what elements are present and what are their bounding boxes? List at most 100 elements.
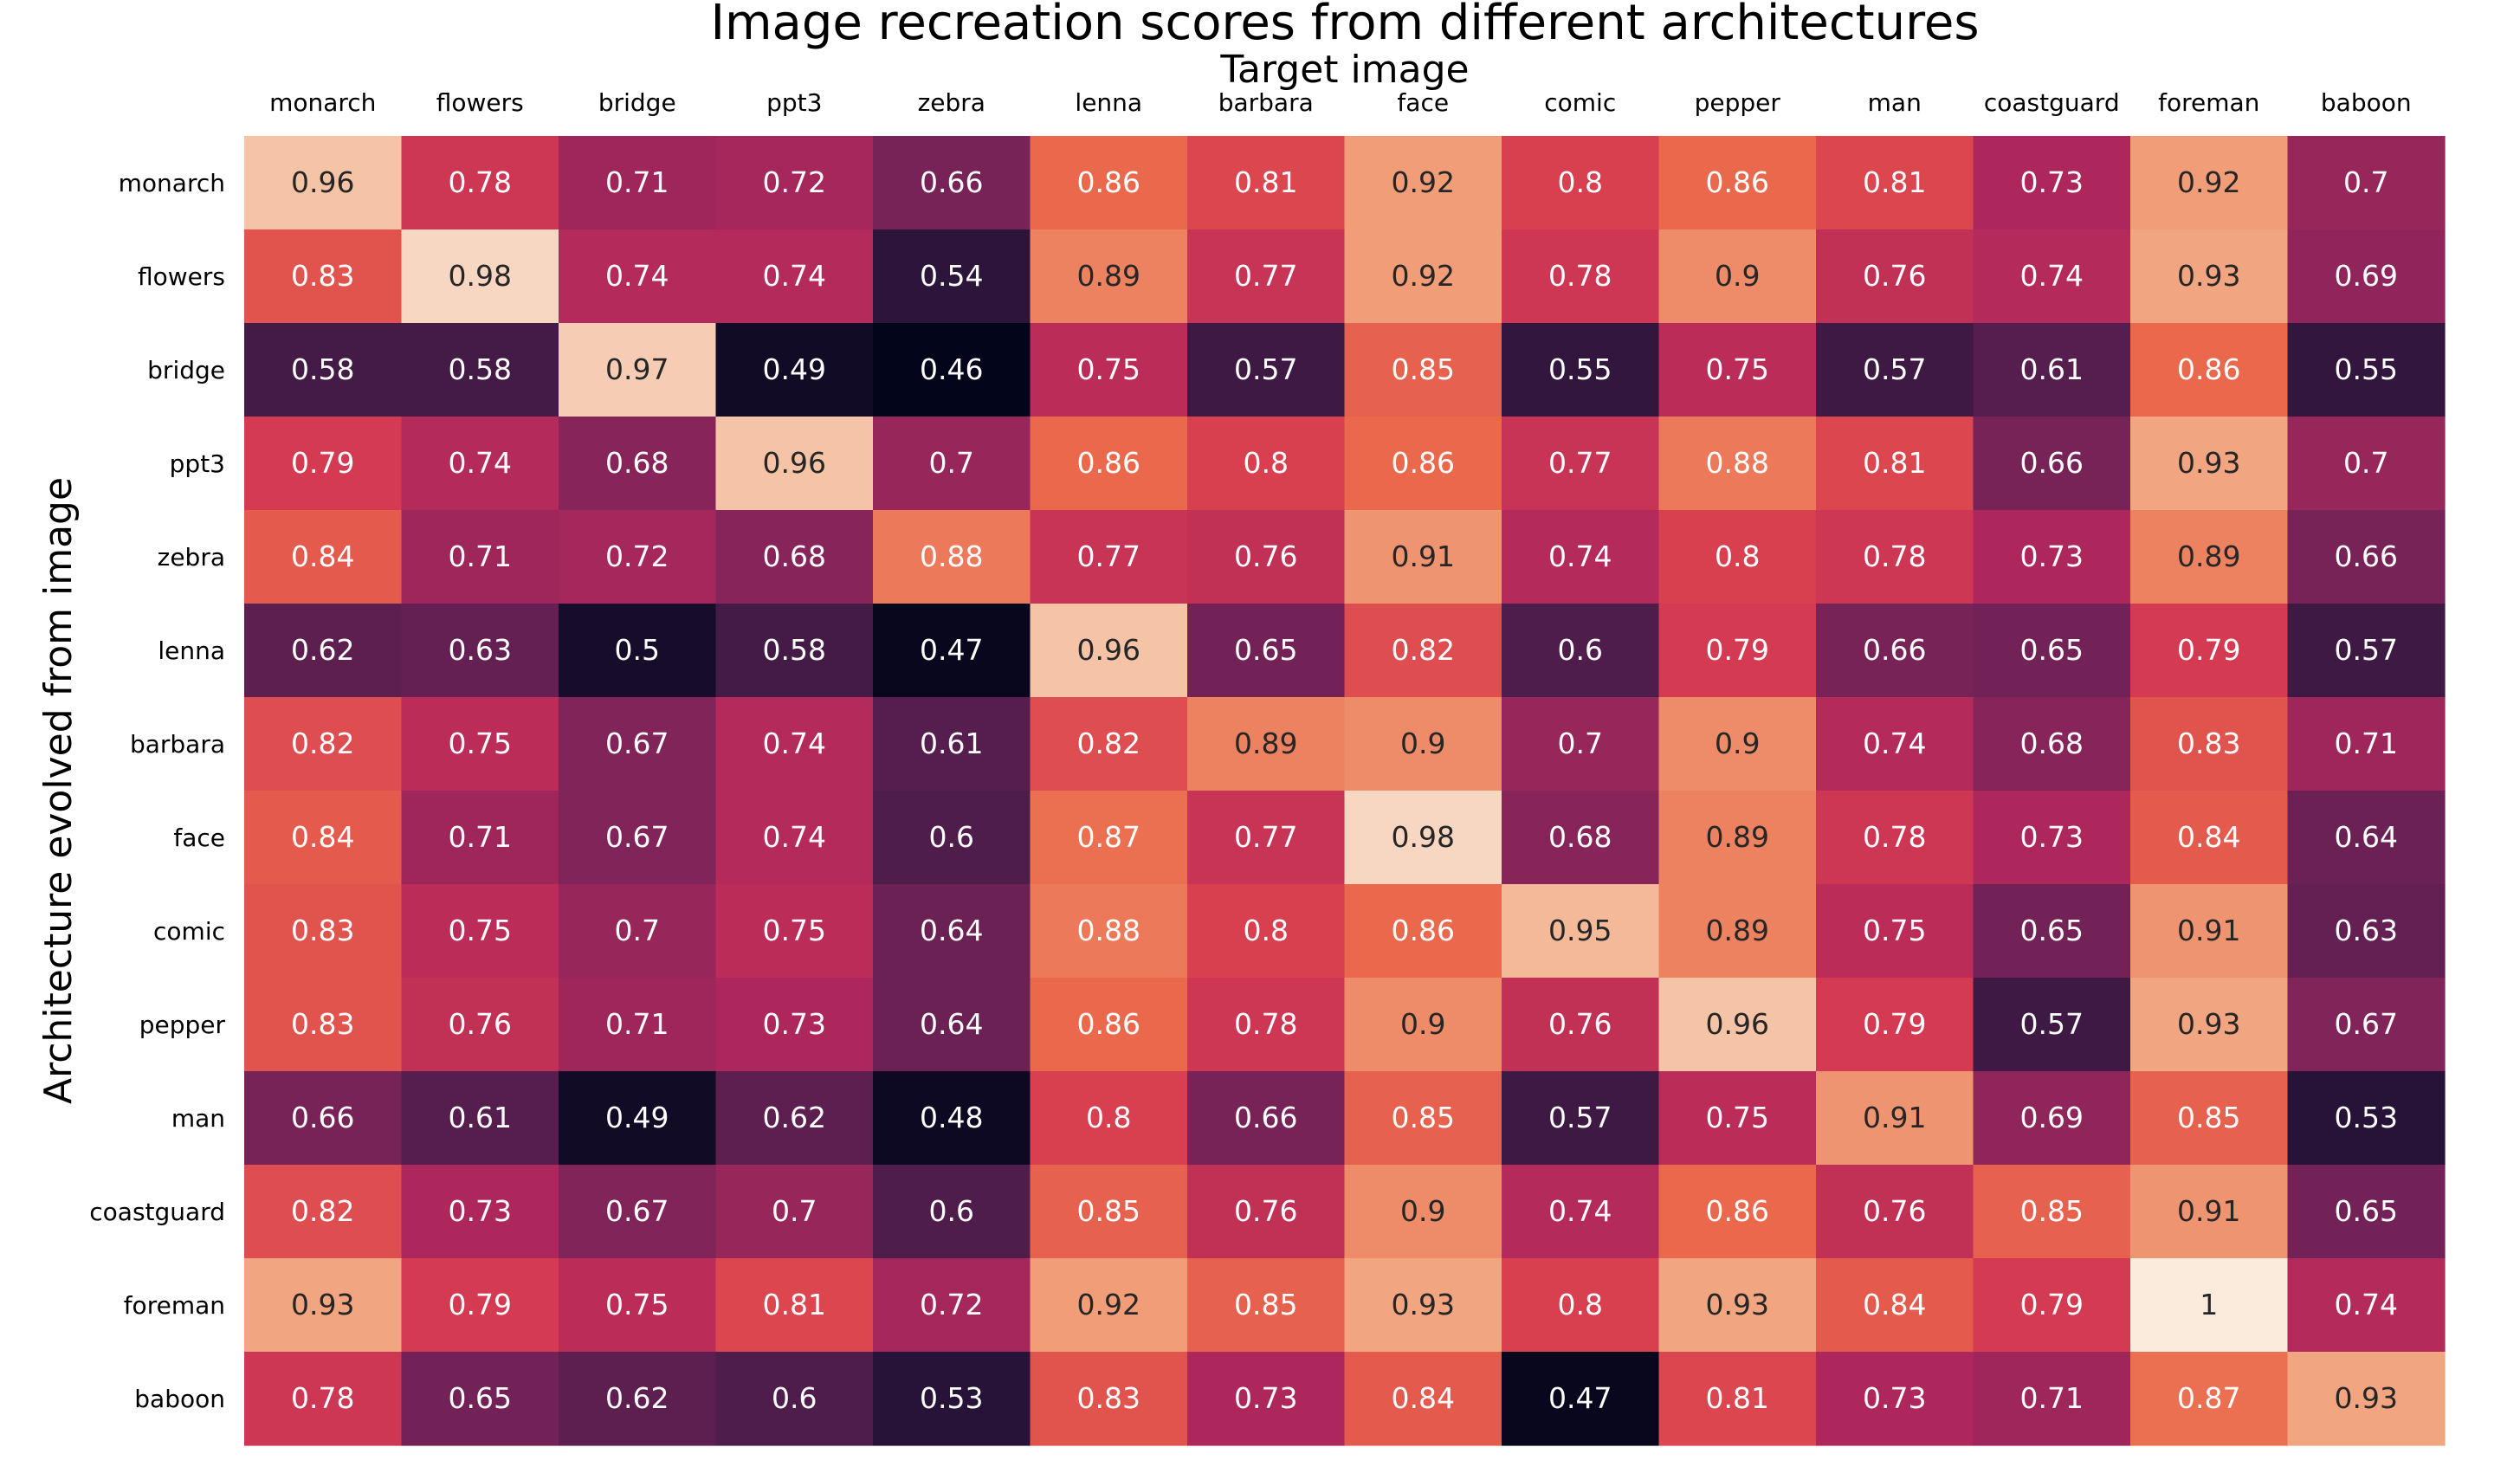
cell-value-label: 0.89 [1077, 259, 1140, 293]
heatmap-cell [1187, 884, 1346, 979]
heatmap-cell [2287, 1165, 2446, 1259]
heatmap-cell [559, 697, 717, 791]
cell-value-label: 0.8 [1244, 914, 1289, 947]
cell-value-label: 0.71 [605, 165, 669, 199]
cell-value-label: 0.78 [1863, 539, 1926, 573]
heatmap-cell [559, 417, 717, 511]
heatmap-cell [1344, 417, 1502, 511]
cell-value-label: 0.79 [1706, 633, 1769, 667]
cell-value-label: 0.77 [1077, 539, 1140, 573]
heatmap-cell [1973, 791, 2131, 885]
cell-value-label: 0.83 [2177, 727, 2240, 760]
heatmap-cell [715, 417, 874, 511]
heatmap-cell [2287, 229, 2446, 324]
heatmap-cell [1816, 229, 1974, 324]
y-tick-label: monarch [119, 169, 225, 197]
cell-value-label: 0.91 [2177, 914, 2240, 947]
cell-value-label: 0.71 [2335, 727, 2398, 760]
heatmap-cell [1344, 697, 1502, 791]
cell-value-label: 0.6 [929, 820, 974, 854]
x-tick-label: lenna [1075, 88, 1142, 117]
heatmap-cell [873, 1258, 1031, 1353]
heatmap-cell [559, 510, 717, 604]
cell-value-label: 0.55 [2335, 352, 2398, 386]
cell-value-label: 0.96 [1706, 1007, 1769, 1041]
cell-value-label: 0.93 [2177, 259, 2240, 293]
cell-value-label: 0.62 [605, 1381, 669, 1415]
heatmap-cell [1658, 791, 1817, 885]
x-axis-label: Target image [1219, 48, 1469, 92]
y-tick-label: flowers [138, 262, 225, 291]
cell-value-label: 0.47 [920, 633, 983, 667]
heatmap-cell [401, 323, 559, 417]
cell-value-label: 0.74 [763, 727, 826, 760]
cell-value-label: 0.86 [1392, 914, 1455, 947]
cell-value-label: 0.96 [1077, 633, 1140, 667]
y-tick-label: foreman [124, 1291, 225, 1320]
heatmap-cell [1816, 1352, 1974, 1446]
heatmap-cell [873, 1165, 1031, 1259]
cell-value-label: 0.48 [920, 1101, 983, 1134]
cell-value-label: 0.73 [1234, 1381, 1297, 1415]
heatmap-cell [401, 1071, 559, 1166]
heatmap-cell [1502, 136, 1660, 230]
y-tick-label: lenna [158, 636, 225, 665]
cell-value-label: 0.63 [2335, 914, 2398, 947]
heatmap-cell [401, 229, 559, 324]
heatmap-cell [401, 978, 559, 1072]
heatmap-cell [1030, 1352, 1188, 1446]
cell-value-label: 0.78 [291, 1381, 354, 1415]
cell-value-label: 0.79 [291, 446, 354, 480]
heatmap-cell [1030, 1258, 1188, 1353]
heatmap-cell [873, 884, 1031, 979]
cell-value-label: 0.68 [2020, 727, 2084, 760]
heatmap-cell [1344, 229, 1502, 324]
heatmap-cell [1344, 791, 1502, 885]
cell-value-label: 0.75 [1706, 1101, 1769, 1134]
cell-value-label: 0.77 [1234, 820, 1297, 854]
heatmap-cell [559, 136, 717, 230]
heatmap-cell [715, 510, 874, 604]
heatmap-cell [244, 323, 403, 417]
cell-value-label: 0.86 [1077, 1007, 1140, 1041]
heatmap-cell [715, 697, 874, 791]
heatmap-cell [1502, 510, 1660, 604]
cell-value-label: 0.92 [1392, 165, 1455, 199]
cell-value-label: 0.66 [2335, 539, 2398, 573]
heatmap-cell [244, 1352, 403, 1446]
heatmap-cell [1030, 1071, 1188, 1166]
heatmap-cell [1344, 510, 1502, 604]
x-tick-label: man [1868, 88, 1922, 117]
heatmap-cell [715, 978, 874, 1072]
heatmap-cell [1030, 978, 1188, 1072]
cell-value-label: 0.75 [1706, 352, 1769, 386]
heatmap-cells: 0.96 0.78 0.71 0.72 0.66 0.86 0.81 0.92 0.8 0.86 0… [244, 136, 2446, 1446]
cell-value-label: 0.86 [1706, 165, 1769, 199]
cell-value-label: 0.76 [1863, 259, 1926, 293]
cell-value-label: 0.81 [1234, 165, 1297, 199]
y-tick-label: comic [153, 917, 225, 946]
heatmap-cell [559, 1352, 717, 1446]
heatmap-cell [1187, 510, 1346, 604]
cell-value-label: 0.9 [1400, 1194, 1445, 1228]
cell-value-label: 0.72 [763, 165, 826, 199]
heatmap-cell [873, 510, 1031, 604]
heatmap-cell [1502, 697, 1660, 791]
cell-value-label: 0.64 [2335, 820, 2398, 854]
cell-value-label: 0.62 [763, 1101, 826, 1134]
cell-value-label: 0.49 [763, 352, 826, 386]
heatmap-cell [1502, 1165, 1660, 1259]
cell-value-label: 0.88 [1077, 914, 1140, 947]
x-tick-label: pepper [1695, 88, 1781, 117]
cell-value-label: 0.87 [2177, 1381, 2240, 1415]
x-tick-label: ppt3 [766, 88, 822, 117]
heatmap-cell [1816, 604, 1974, 698]
heatmap-cell [2287, 136, 2446, 230]
cell-value-label: 0.7 [772, 1194, 817, 1228]
chart-title: Image recreation scores from different a… [710, 0, 1979, 51]
heatmap-cell [1344, 1071, 1502, 1166]
cell-value-label: 0.93 [1706, 1288, 1769, 1321]
heatmap-cell [2287, 417, 2446, 511]
cell-value-label: 0.75 [1077, 352, 1140, 386]
